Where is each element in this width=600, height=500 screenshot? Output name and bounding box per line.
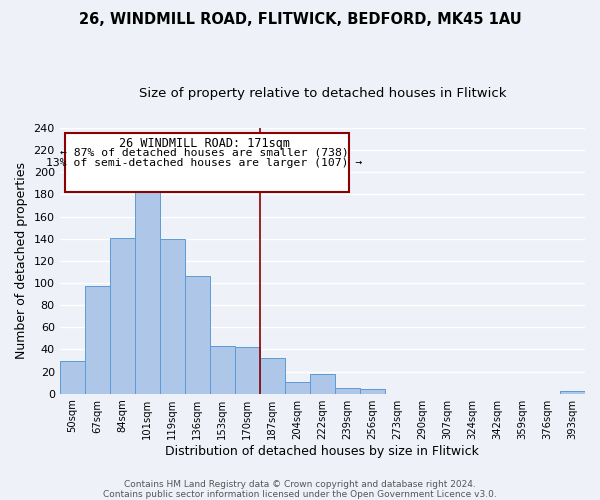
- Bar: [85, 286, 110, 394]
- Bar: [360, 390, 385, 394]
- FancyBboxPatch shape: [65, 134, 349, 192]
- Bar: [185, 276, 210, 394]
- Text: 13% of semi-detached houses are larger (107) →: 13% of semi-detached houses are larger (…: [46, 158, 362, 168]
- Bar: [59, 360, 85, 394]
- Text: Contains HM Land Registry data © Crown copyright and database right 2024.: Contains HM Land Registry data © Crown c…: [124, 480, 476, 489]
- Bar: [335, 388, 360, 394]
- Bar: [310, 374, 335, 394]
- Bar: [260, 358, 285, 394]
- Y-axis label: Number of detached properties: Number of detached properties: [15, 162, 28, 360]
- Bar: [285, 382, 310, 394]
- Bar: [560, 392, 585, 394]
- X-axis label: Distribution of detached houses by size in Flitwick: Distribution of detached houses by size …: [166, 444, 479, 458]
- Bar: [110, 238, 135, 394]
- Text: 26, WINDMILL ROAD, FLITWICK, BEDFORD, MK45 1AU: 26, WINDMILL ROAD, FLITWICK, BEDFORD, MK…: [79, 12, 521, 28]
- Bar: [160, 238, 185, 394]
- Text: ← 87% of detached houses are smaller (738): ← 87% of detached houses are smaller (73…: [60, 148, 349, 158]
- Title: Size of property relative to detached houses in Flitwick: Size of property relative to detached ho…: [139, 88, 506, 101]
- Bar: [210, 346, 235, 394]
- Bar: [135, 189, 160, 394]
- Bar: [235, 347, 260, 394]
- Text: Contains public sector information licensed under the Open Government Licence v3: Contains public sector information licen…: [103, 490, 497, 499]
- Text: 26 WINDMILL ROAD: 171sqm: 26 WINDMILL ROAD: 171sqm: [119, 138, 290, 150]
